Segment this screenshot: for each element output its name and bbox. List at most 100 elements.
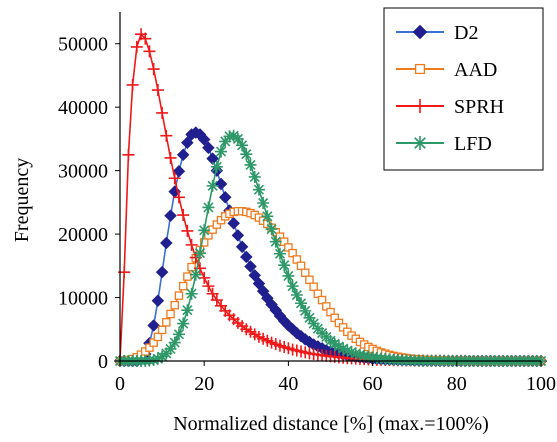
y-tick-label: 10000 — [58, 288, 108, 310]
data-point — [181, 304, 194, 317]
legend: D2 AAD SPRH LFD — [383, 7, 544, 171]
data-point — [202, 280, 215, 293]
data-point — [151, 294, 165, 308]
data-point — [305, 275, 314, 285]
x-tick-label: 80 — [447, 373, 467, 395]
data-point — [413, 136, 427, 150]
y-tick-label: 40000 — [58, 97, 108, 119]
data-point — [164, 151, 177, 164]
data-point — [166, 309, 175, 319]
data-point — [244, 158, 257, 171]
data-point — [328, 337, 341, 350]
data-point — [219, 135, 232, 148]
data-point — [202, 141, 215, 155]
data-point — [147, 354, 160, 367]
data-point — [269, 235, 282, 248]
data-point — [286, 280, 299, 293]
x-tick-label: 60 — [363, 373, 383, 395]
y-axis-label: Frequency — [11, 158, 33, 242]
legend-item: LFD — [396, 133, 492, 155]
x-tick-label: 40 — [278, 373, 298, 395]
data-point — [155, 265, 169, 279]
data-point — [214, 177, 228, 191]
data-point — [353, 348, 366, 361]
data-point — [300, 268, 310, 278]
data-point — [177, 317, 190, 330]
data-point — [332, 340, 345, 353]
data-point — [307, 317, 320, 330]
y-tick-label: 20000 — [58, 224, 108, 246]
data-point — [172, 164, 186, 178]
data-point — [236, 139, 249, 152]
data-point — [278, 259, 291, 272]
legend-item: SPRH — [396, 96, 504, 118]
data-point — [414, 63, 426, 75]
data-point — [162, 318, 171, 327]
data-point — [176, 148, 190, 162]
data-point — [265, 223, 278, 236]
data-point — [215, 145, 228, 158]
data-point — [183, 272, 192, 281]
data-point — [337, 342, 350, 355]
data-point — [296, 261, 306, 271]
data-point — [164, 209, 177, 223]
data-point — [143, 45, 156, 58]
legend-label: AAD — [454, 59, 497, 81]
data-point — [210, 160, 223, 173]
data-point — [231, 229, 245, 242]
data-point — [235, 240, 249, 254]
x-axis-label: Normalized distance [%] (max.=100%) — [173, 413, 489, 435]
data-point — [252, 183, 265, 196]
data-point — [413, 99, 427, 113]
data-point — [282, 269, 295, 282]
data-point — [299, 304, 312, 317]
data-point — [261, 210, 274, 223]
data-point — [185, 287, 198, 300]
data-point — [206, 179, 219, 192]
legend-item: D2 — [396, 22, 478, 44]
data-point — [206, 287, 219, 300]
data-point — [151, 352, 164, 365]
data-point — [174, 291, 184, 300]
data-point — [147, 63, 160, 76]
data-point — [248, 170, 261, 183]
data-point — [122, 148, 135, 161]
data-point — [198, 271, 211, 284]
data-point — [172, 191, 185, 204]
axes: 0 20 40 60 80 100 0 10000 20000 30000 40000 50000 — [58, 12, 556, 395]
data-point — [412, 24, 428, 40]
legend-item: AAD — [396, 59, 497, 81]
data-point — [244, 260, 257, 273]
data-point — [309, 282, 318, 292]
data-point — [151, 84, 164, 97]
data-point — [248, 268, 262, 282]
data-point — [168, 172, 181, 185]
data-point — [156, 106, 169, 119]
data-point — [160, 129, 173, 142]
data-point — [197, 133, 211, 146]
data-point — [130, 40, 143, 53]
x-tick-label: 100 — [526, 373, 556, 395]
data-point — [202, 201, 215, 214]
legend-label: D2 — [454, 22, 478, 44]
data-point — [273, 247, 286, 260]
data-point — [231, 132, 244, 145]
x-tick-label: 20 — [194, 373, 214, 395]
data-point — [139, 32, 152, 45]
data-point — [164, 342, 177, 355]
data-point — [157, 325, 167, 335]
y-tick-label: 0 — [98, 351, 108, 373]
data-point — [147, 319, 161, 332]
y-tick-label: 30000 — [58, 161, 108, 183]
data-point — [295, 297, 308, 310]
legend-label: LFD — [454, 133, 492, 155]
data-point — [159, 236, 173, 250]
data-point — [240, 148, 253, 161]
data-point — [198, 224, 211, 237]
data-point — [187, 262, 196, 272]
legend-label: SPRH — [454, 96, 504, 118]
data-point — [170, 300, 179, 310]
data-point — [178, 281, 188, 291]
data-point — [358, 349, 371, 362]
data-point — [218, 190, 232, 204]
